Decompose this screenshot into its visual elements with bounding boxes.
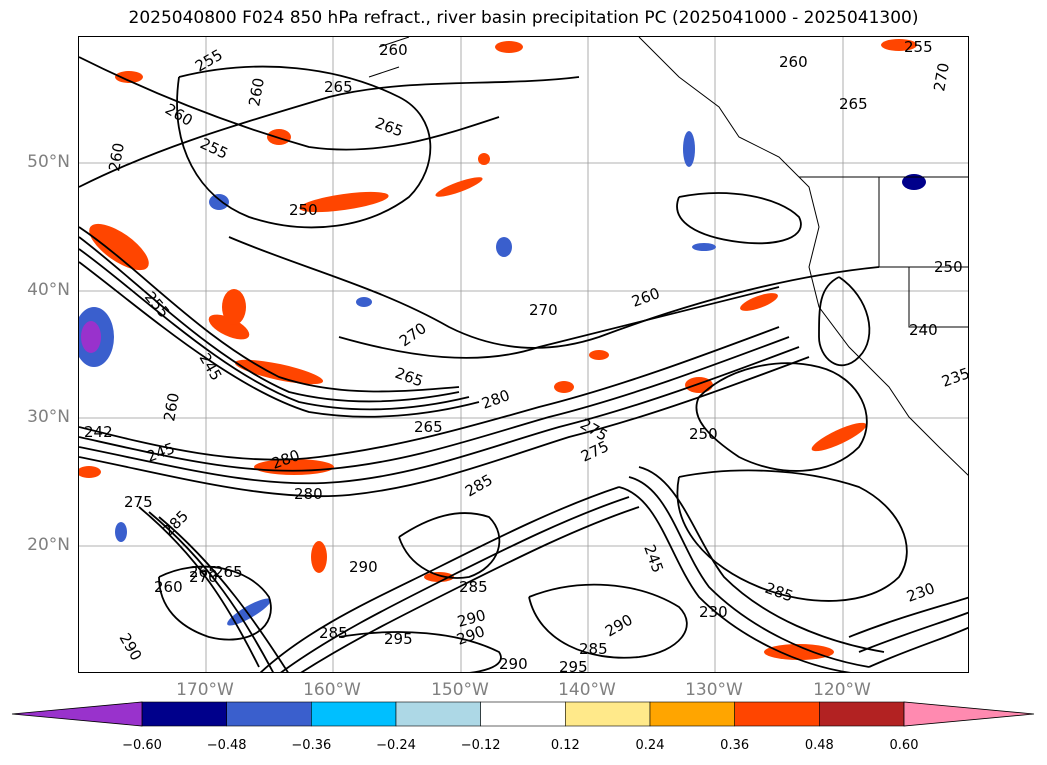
- map-canvas: 260 255 260 265 265 260 255 260 250 255 …: [79, 37, 969, 673]
- lon-label-120w: 120°W: [813, 680, 871, 700]
- contour-label: 260: [160, 391, 183, 422]
- contour-label: 265: [393, 364, 426, 391]
- contour-label: 260: [154, 578, 183, 596]
- contour-label: 250: [934, 258, 963, 276]
- map-panel: 260 255 260 265 265 260 255 260 250 255 …: [78, 36, 969, 673]
- contour-label: 280: [294, 485, 323, 503]
- contour-label: 270: [529, 301, 558, 319]
- lat-label-50n: 50°N: [27, 152, 70, 172]
- contour-label: 245: [640, 542, 667, 575]
- contour-label: 250: [289, 201, 318, 219]
- colorbar-tick-label: −0.36: [291, 738, 332, 753]
- contour-label: 260: [245, 76, 268, 107]
- contour-label: 290: [499, 655, 528, 673]
- colorbar-segment: [480, 701, 566, 727]
- contour-label: 230: [904, 579, 937, 606]
- colorbar-segment: [311, 701, 397, 727]
- colorbar-tick-label: −0.60: [122, 738, 162, 753]
- lon-label-170w: 170°W: [176, 680, 234, 700]
- colorbar-extend-min: [11, 701, 143, 727]
- colorbar-segment: [649, 701, 735, 727]
- colorbar-tick-label: 0.48: [804, 738, 834, 753]
- contour-label: 285: [462, 471, 496, 501]
- contour-label: 280: [479, 386, 512, 413]
- lat-label-40n: 40°N: [27, 280, 70, 300]
- colorbar-segment: [819, 701, 905, 727]
- colorbar-tick-label: −0.48: [206, 738, 247, 753]
- colorbar-segment: [226, 701, 312, 727]
- graticule: [79, 37, 968, 672]
- contour-label: 285: [319, 624, 348, 642]
- contour-label: 260: [779, 53, 808, 71]
- contour-label: 265: [324, 78, 353, 96]
- contour-label: 285: [159, 507, 192, 540]
- colorbar-tick-label: 0.12: [550, 738, 580, 753]
- contour-label: 285: [579, 640, 608, 658]
- contour-label: 275: [578, 437, 612, 465]
- colorbar: [11, 701, 1035, 727]
- contour-label: 265: [839, 95, 868, 113]
- contour-label: 290: [602, 611, 636, 641]
- contour-label: 230: [699, 603, 728, 621]
- coastlines: [368, 37, 968, 476]
- contour-label: 285: [763, 579, 796, 606]
- contour-label: 295: [384, 630, 413, 648]
- colorbar-segment: [141, 701, 227, 727]
- contour-label: 270: [396, 319, 430, 350]
- contour-label: 270: [930, 61, 953, 92]
- colorbar-segment: [734, 701, 820, 727]
- contour-label: 260: [629, 284, 662, 311]
- contour-label: 290: [349, 558, 378, 576]
- colorbar-tick-label: 0.60: [889, 738, 919, 753]
- contour-label: 270: [189, 568, 218, 586]
- contour-label: 290: [116, 630, 146, 664]
- contour-label: 275: [577, 415, 611, 445]
- contour-label: 265: [189, 563, 218, 581]
- lon-label-150w: 150°W: [431, 680, 489, 700]
- colorbar-tick-label: −0.24: [376, 738, 416, 753]
- lat-label-20n: 20°N: [27, 535, 70, 555]
- map-title: 2025040800 F024 850 hPa refract., river …: [128, 8, 919, 28]
- contour-label: 295: [559, 658, 588, 673]
- precip-shading: [79, 39, 926, 660]
- lon-label-130w: 130°W: [685, 680, 743, 700]
- contour-label: 255: [197, 134, 231, 162]
- colorbar-tick-label: −0.12: [460, 738, 501, 753]
- contour-label: 260: [379, 41, 408, 59]
- colorbar-extend-max: [903, 701, 1035, 727]
- contour-label: 265: [214, 563, 243, 581]
- colorbar-tick-label: 0.24: [635, 738, 665, 753]
- contour-label: 265: [373, 114, 406, 141]
- contour-label: 242: [84, 423, 113, 441]
- lat-label-30n: 30°N: [27, 407, 70, 427]
- contour-label: 255: [904, 38, 933, 56]
- refractivity-contours: [79, 56, 968, 672]
- contour-label: 250: [689, 425, 718, 443]
- contour-label: 275: [124, 493, 153, 511]
- lon-label-140w: 140°W: [558, 680, 616, 700]
- contour-label: 260: [105, 141, 128, 172]
- contour-label: 265: [414, 418, 443, 436]
- lon-label-160w: 160°W: [303, 680, 361, 700]
- colorbar-tick-label: 0.36: [720, 738, 750, 753]
- colorbar-segment: [565, 701, 651, 727]
- contour-label: 235: [939, 364, 969, 391]
- contour-label: 240: [909, 321, 938, 339]
- colorbar-segment: [395, 701, 481, 727]
- contour-label: 285: [459, 578, 488, 596]
